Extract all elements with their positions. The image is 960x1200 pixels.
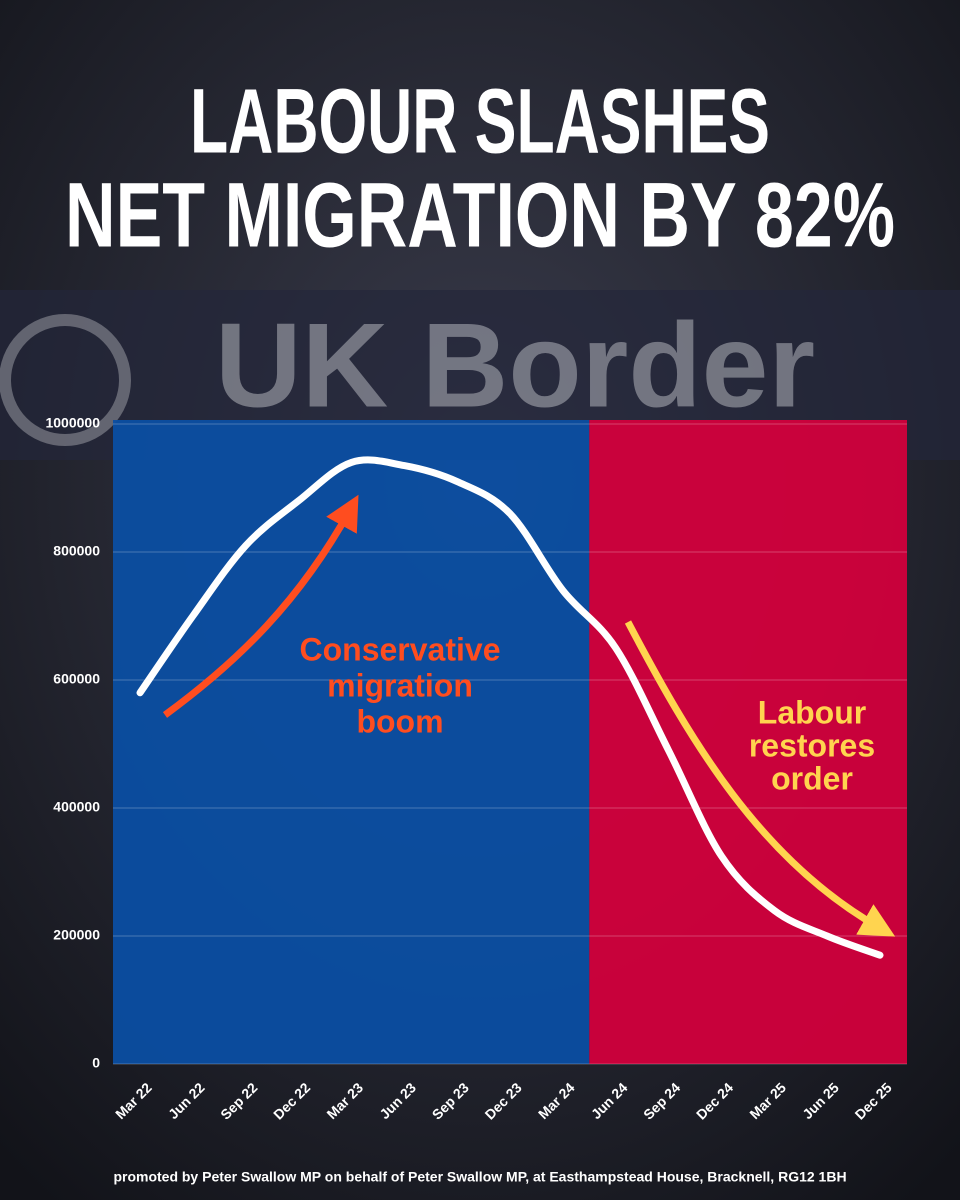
y-tick-label: 600000 xyxy=(53,671,100,687)
annotation-arrow xyxy=(162,494,359,718)
annotation: restores xyxy=(749,727,875,763)
title-line: NET MIGRATION BY 82% xyxy=(65,164,895,266)
y-tick-label: 0 xyxy=(92,1055,100,1071)
sign-logo xyxy=(0,314,131,446)
annotation: order xyxy=(771,760,853,796)
y-tick-label: 1000000 xyxy=(45,415,100,431)
series-line xyxy=(136,456,884,959)
y-tick-label: 400000 xyxy=(53,799,100,815)
annotation: Conservative xyxy=(300,631,501,667)
annotation: Labour xyxy=(758,694,866,730)
period-background xyxy=(113,420,590,1064)
annotation-arrow xyxy=(624,620,896,937)
y-tick-label: 800000 xyxy=(53,543,100,559)
annotation: boom xyxy=(356,703,443,739)
period-background xyxy=(589,420,907,1064)
background-text: UK Border xyxy=(215,299,815,433)
y-tick-label: 200000 xyxy=(53,927,100,943)
annotation: migration xyxy=(327,667,473,703)
title-line: LABOUR SLASHES xyxy=(190,70,770,172)
footer: promoted by Peter Swallow MP on behalf o… xyxy=(113,1169,846,1185)
